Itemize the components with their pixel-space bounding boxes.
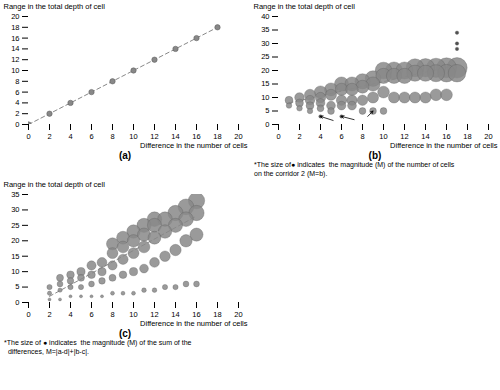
svg-text:0: 0 bbox=[26, 132, 30, 141]
svg-text:Difference in the number of ce: Difference in the number of cells bbox=[140, 319, 248, 328]
svg-text:Range in the total depth of ce: Range in the total depth of cell bbox=[4, 2, 106, 11]
svg-text:14: 14 bbox=[171, 132, 179, 141]
svg-text:10: 10 bbox=[129, 132, 137, 141]
svg-text:10: 10 bbox=[379, 132, 387, 141]
svg-text:20: 20 bbox=[11, 12, 19, 21]
svg-text:2: 2 bbox=[297, 132, 301, 141]
svg-text:6: 6 bbox=[339, 132, 343, 141]
svg-text:25: 25 bbox=[261, 52, 269, 61]
svg-text:15: 15 bbox=[11, 252, 19, 261]
svg-text:0: 0 bbox=[15, 298, 19, 307]
svg-text:2: 2 bbox=[15, 109, 19, 118]
svg-text:18: 18 bbox=[213, 310, 221, 319]
svg-text:2: 2 bbox=[47, 310, 51, 319]
svg-text:Range in the total depth of ce: Range in the total depth of cell bbox=[4, 180, 106, 189]
svg-text:5: 5 bbox=[265, 106, 269, 115]
svg-text:4: 4 bbox=[15, 98, 19, 107]
svg-text:5: 5 bbox=[15, 282, 19, 291]
svg-text:Range in the total depth of ce: Range in the total depth of cell bbox=[254, 2, 356, 11]
svg-text:20: 20 bbox=[11, 236, 19, 245]
svg-text:20: 20 bbox=[234, 132, 242, 141]
svg-text:18: 18 bbox=[11, 23, 19, 32]
svg-text:12: 12 bbox=[400, 132, 408, 141]
html-text:*The size of ● indicates the m: *The size of ● indicates the magnitude (… bbox=[4, 339, 192, 355]
svg-text:35: 35 bbox=[11, 190, 19, 199]
svg-text:14: 14 bbox=[11, 44, 19, 53]
svg-text:18: 18 bbox=[463, 132, 471, 141]
svg-text:14: 14 bbox=[421, 132, 429, 141]
svg-text:4: 4 bbox=[318, 132, 322, 141]
html-text:(c): (c) bbox=[118, 328, 132, 339]
svg-text:0: 0 bbox=[276, 132, 280, 141]
svg-text:Difference in the number of ce: Difference in the number of cells bbox=[390, 141, 498, 150]
svg-text:12: 12 bbox=[150, 132, 158, 141]
svg-text:10: 10 bbox=[261, 93, 269, 102]
svg-text:6: 6 bbox=[89, 132, 93, 141]
svg-text:0: 0 bbox=[26, 310, 30, 319]
svg-text:2: 2 bbox=[47, 132, 51, 141]
svg-text:16: 16 bbox=[192, 310, 200, 319]
svg-text:35: 35 bbox=[261, 25, 269, 34]
svg-text:Difference in the number of ce: Difference in the number of cells bbox=[140, 141, 248, 150]
svg-text:10: 10 bbox=[11, 267, 19, 276]
svg-text:8: 8 bbox=[110, 132, 114, 141]
html-text:(b): (b) bbox=[368, 150, 382, 161]
svg-text:10: 10 bbox=[129, 310, 137, 319]
svg-text:25: 25 bbox=[11, 221, 19, 230]
svg-text:8: 8 bbox=[360, 132, 364, 141]
svg-text:30: 30 bbox=[261, 39, 269, 48]
svg-text:12: 12 bbox=[11, 55, 19, 64]
svg-text:16: 16 bbox=[442, 132, 450, 141]
svg-text:8: 8 bbox=[15, 77, 19, 86]
svg-text:0: 0 bbox=[15, 120, 19, 129]
svg-text:8: 8 bbox=[110, 310, 114, 319]
svg-text:4: 4 bbox=[68, 132, 72, 141]
svg-text:10: 10 bbox=[11, 66, 19, 75]
svg-text:20: 20 bbox=[484, 132, 492, 141]
svg-text:20: 20 bbox=[261, 66, 269, 75]
svg-text:30: 30 bbox=[11, 205, 19, 214]
svg-text:16: 16 bbox=[192, 132, 200, 141]
svg-text:0: 0 bbox=[265, 120, 269, 129]
svg-text:6: 6 bbox=[89, 310, 93, 319]
html-text:(a): (a) bbox=[118, 150, 132, 161]
svg-text:6: 6 bbox=[15, 88, 19, 97]
svg-text:20: 20 bbox=[234, 310, 242, 319]
svg-text:4: 4 bbox=[68, 310, 72, 319]
svg-text:14: 14 bbox=[171, 310, 179, 319]
svg-text:40: 40 bbox=[261, 12, 269, 21]
svg-text:15: 15 bbox=[261, 79, 269, 88]
svg-text:18: 18 bbox=[213, 132, 221, 141]
html-text:*The size of● indicates the ma: *The size of● indicates the magnitude (M… bbox=[254, 161, 455, 177]
svg-text:16: 16 bbox=[11, 34, 19, 43]
svg-text:12: 12 bbox=[150, 310, 158, 319]
